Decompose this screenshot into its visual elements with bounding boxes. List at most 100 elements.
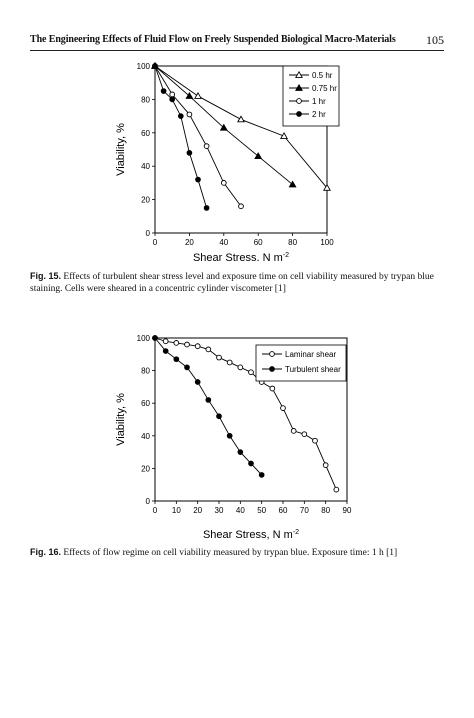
data-point — [290, 428, 297, 434]
data-point — [237, 115, 245, 123]
series-0-5-hr — [151, 61, 331, 191]
y-tick-label: 0 — [146, 497, 151, 506]
figure-15-label: Fig. 15. — [30, 271, 62, 281]
x-tick-label: 80 — [321, 506, 330, 515]
data-point — [152, 335, 158, 341]
data-point — [301, 431, 308, 438]
data-point — [173, 340, 180, 346]
data-point — [195, 176, 201, 183]
legend-label: 0.5 hr — [312, 71, 333, 80]
y-tick-label: 80 — [141, 367, 150, 376]
y-tick-label: 20 — [141, 464, 150, 473]
x-axis-label: Shear Stress, N m-2 — [193, 252, 289, 261]
x-axis-label-sup: -2 — [293, 529, 299, 536]
x-axis-label-sup: -2 — [283, 252, 289, 259]
figure-15: 0 20 40 60 80 100 0 20 40 60 80 100 Viability, % Shea… — [0, 56, 474, 261]
data-point — [226, 432, 233, 439]
legend-label: Turbulent shear — [285, 365, 341, 374]
y-tick-label: 60 — [141, 399, 150, 408]
data-point — [323, 183, 331, 191]
series-1-hr — [152, 63, 244, 210]
figure-16-label: Fig. 16. — [30, 547, 62, 557]
y-tick-label: 20 — [141, 196, 150, 205]
data-point — [169, 91, 176, 98]
data-point — [184, 364, 190, 371]
data-point — [254, 152, 263, 160]
x-axis-label: Shear Stress, N m-2 — [203, 529, 299, 541]
legend-marker — [296, 111, 302, 117]
data-point — [185, 91, 194, 99]
x-axis-label-main: Shear Stress, N m — [203, 529, 293, 541]
y-tick-label: 40 — [141, 162, 150, 171]
data-point — [203, 205, 210, 211]
data-point — [152, 63, 158, 69]
data-point — [238, 203, 244, 210]
data-point — [237, 364, 244, 371]
legend-marker — [295, 70, 303, 78]
data-point — [288, 180, 297, 188]
plot-frame — [154, 65, 328, 234]
x-tick-label: 100 — [320, 238, 334, 247]
figure-16: 0 10 20 30 40 50 60 70 80 90 0 20 40 60 80 100 Viability… — [0, 329, 474, 544]
data-point — [312, 437, 318, 444]
y-tick-label: 100 — [137, 62, 151, 71]
x-tick-label: 20 — [185, 238, 194, 247]
data-point — [205, 397, 212, 403]
y-tick-label: 80 — [141, 95, 150, 104]
data-point — [258, 472, 265, 478]
data-point — [173, 356, 180, 363]
data-point — [220, 180, 227, 186]
data-point — [219, 123, 228, 131]
data-point — [280, 405, 286, 411]
data-point — [160, 88, 167, 94]
x-tick-label: 80 — [288, 238, 297, 247]
data-point — [237, 449, 244, 455]
chart-15: 0 20 40 60 80 100 0 20 40 60 80 100 Viability, % Shea… — [115, 61, 340, 261]
data-point — [280, 132, 288, 139]
legend-marker — [269, 366, 275, 372]
chart-16: 0 10 20 30 40 50 60 70 80 90 0 20 40 60 80 100 Viability… — [115, 334, 352, 541]
data-point — [322, 462, 329, 468]
legend-marker — [269, 351, 275, 357]
data-point — [186, 111, 193, 118]
data-point — [194, 343, 201, 350]
data-point — [186, 149, 193, 156]
page-header: The Engineering Effects of Fluid Flow on… — [30, 33, 444, 51]
data-point — [162, 338, 169, 345]
figure-15-caption: Fig. 15. Effects of turbulent shear stre… — [30, 270, 446, 295]
x-tick-label: 30 — [215, 506, 224, 515]
x-axis-label-main: Shear Stress, N m — [193, 252, 283, 261]
x-tick-label: 60 — [279, 506, 288, 515]
legend-marker — [295, 83, 303, 91]
x-tick-label: 40 — [219, 238, 228, 247]
figure-15-caption-text: Effects of turbulent shear stress level … — [30, 272, 434, 294]
series-laminar-shear — [152, 335, 340, 493]
series-line — [154, 337, 262, 476]
x-tick-label: 70 — [300, 506, 309, 515]
running-title: The Engineering Effects of Fluid Flow on… — [30, 34, 396, 45]
plot-frame — [154, 337, 348, 502]
legend-label: 0.75 hr — [312, 84, 337, 93]
x-tick-label: 50 — [257, 506, 266, 515]
data-point — [177, 113, 184, 119]
x-tick-label: 0 — [153, 506, 158, 515]
data-point — [162, 348, 169, 354]
figure-16-caption-text: Effects of flow regime on cell viability… — [63, 548, 398, 558]
series-0-75-hr — [151, 61, 297, 188]
legend: 0.5 hr 0.75 hr 1 hr 2 hr — [282, 65, 340, 127]
x-tick-label: 20 — [193, 506, 202, 515]
data-point — [216, 413, 222, 420]
data-point — [333, 486, 340, 493]
data-point — [194, 91, 202, 99]
data-point — [203, 143, 210, 150]
figure-16-caption: Fig. 16. Effects of flow regime on cell … — [30, 546, 446, 559]
series-line — [154, 65, 208, 209]
data-point — [248, 460, 254, 467]
data-point — [216, 354, 222, 361]
data-point — [248, 369, 254, 376]
data-point — [194, 379, 201, 385]
data-point — [226, 359, 233, 366]
y-tick-label: 0 — [146, 229, 151, 238]
legend: Laminar shear Turbulent shear — [255, 344, 347, 382]
x-tick-label: 90 — [343, 506, 352, 515]
